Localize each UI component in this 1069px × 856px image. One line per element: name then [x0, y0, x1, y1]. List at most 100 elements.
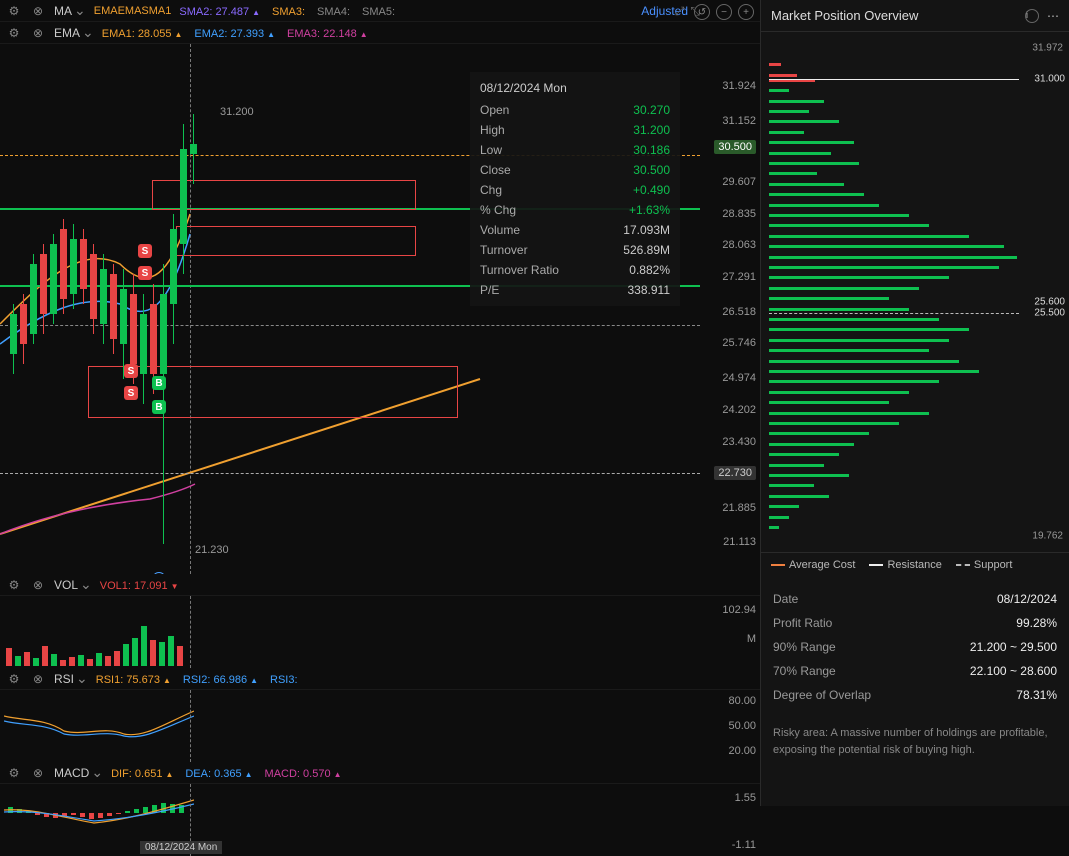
- zoom-in-icon[interactable]: +: [738, 4, 754, 20]
- buy-signal-icon[interactable]: B: [152, 400, 166, 414]
- mp-histogram-bar: [769, 443, 854, 446]
- close-icon[interactable]: ⊗: [30, 765, 46, 781]
- close-icon[interactable]: ⊗: [30, 671, 46, 687]
- volume-chart[interactable]: 102.94 M: [0, 596, 760, 668]
- price-ytick: 31.924: [722, 80, 756, 92]
- ohlc-tooltip: 08/12/2024 Mon Open30.270High31.200Low30…: [470, 72, 680, 306]
- market-position-histogram[interactable]: 31.972 19.762 31.00025.50025.600: [761, 32, 1069, 552]
- ema-sma-sub: EMAEMASMA1: [94, 5, 172, 17]
- rsi-y-axis: 80.00 50.00 20.00: [702, 690, 760, 762]
- horizontal-line[interactable]: [0, 473, 700, 474]
- price-ytick: 21.113: [723, 536, 756, 548]
- market-position-panel: Market Position Overview i ⋯ 31.972 19.7…: [760, 0, 1069, 806]
- mp-histogram-bar: [769, 162, 859, 165]
- mp-histogram-bar: [769, 401, 889, 404]
- mp-histogram-bar: [769, 432, 869, 435]
- mp-histogram-bar: [769, 141, 854, 144]
- rectangle-annotation[interactable]: [176, 226, 416, 256]
- crosshair-vertical: [190, 690, 191, 762]
- volume-bar: [177, 646, 183, 666]
- volume-bar: [87, 659, 93, 666]
- horizontal-line[interactable]: [0, 325, 700, 326]
- sell-signal-icon[interactable]: S: [124, 364, 138, 378]
- indicator-value: VOL1: 17.091: [100, 580, 179, 592]
- gear-icon[interactable]: ⚙: [6, 3, 22, 19]
- legend-support: Support: [956, 559, 1013, 571]
- indicator-value: EMA2: 27.393: [194, 28, 275, 40]
- mp-histogram-bar: [769, 370, 979, 373]
- info-icon[interactable]: i: [1025, 9, 1039, 23]
- price-ytick: 26.518: [722, 306, 756, 318]
- high-price-tag: 31.200: [220, 106, 254, 118]
- indicator-value: DIF: 0.651: [111, 768, 173, 780]
- vol-indicator-bar: ⚙ ⊗ VOL VOL1: 17.091 ⤢⤡: [0, 574, 760, 596]
- sell-signal-icon[interactable]: S: [138, 244, 152, 258]
- rsi-chart[interactable]: 80.00 50.00 20.00: [0, 690, 760, 762]
- price-ytick: 27.291: [722, 271, 756, 283]
- mp-histogram-bar: [769, 505, 799, 508]
- rsi-indicator-bar: ⚙ ⊗ RSI RSI1: 75.673RSI2: 66.986RSI3:: [0, 668, 760, 690]
- macd-lines: [4, 788, 194, 838]
- macd-label[interactable]: MACD: [54, 764, 103, 781]
- indicator-value: SMA4:: [317, 6, 350, 18]
- gear-icon[interactable]: ⚙: [6, 577, 22, 593]
- macd-chart[interactable]: 1.55 -1.11 08/12/2024 Mon: [0, 784, 760, 856]
- mp-histogram-bar: [769, 339, 949, 342]
- mp-histogram-bar: [769, 526, 779, 529]
- legend-resistance: Resistance: [869, 559, 941, 571]
- volume-bar: [132, 638, 138, 666]
- mp-stats-table: Date08/12/2024Profit Ratio99.28%90% Rang…: [761, 577, 1069, 717]
- rsi-lines: [4, 696, 194, 744]
- price-ytick: 23.430: [722, 436, 756, 448]
- close-icon[interactable]: ⊗: [30, 25, 46, 41]
- buy-signal-icon[interactable]: B: [152, 376, 166, 390]
- price-ytick: 31.152: [722, 115, 756, 127]
- resistance-label: 31.000: [1034, 73, 1065, 84]
- rsi-ytick: 80.00: [728, 695, 756, 707]
- mp-histogram-bar: [769, 484, 814, 487]
- mp-stat-row: 70% Range22.100 ~ 28.600: [773, 659, 1057, 683]
- collapse-icon[interactable]: ⤢: [675, 4, 685, 19]
- volume-bar: [33, 658, 39, 666]
- volume-bar: [96, 653, 102, 666]
- price-ytick: 24.974: [722, 372, 756, 384]
- volume-bar: [123, 644, 129, 666]
- gear-icon[interactable]: ⚙: [6, 765, 22, 781]
- gear-icon[interactable]: ⚙: [6, 671, 22, 687]
- ohlc-row: P/E338.911: [480, 280, 670, 300]
- indicator-value: EMA3: 22.148: [287, 28, 368, 40]
- crosshair-vertical: [190, 596, 191, 668]
- support-label: 25.500: [1034, 307, 1065, 318]
- expand-icon[interactable]: ⤡: [690, 4, 700, 19]
- mp-histogram-bar: [769, 224, 929, 227]
- macd-y-axis: 1.55 -1.11: [702, 784, 760, 856]
- mp-histogram-bar: [769, 318, 939, 321]
- mp-histogram-bar: [769, 516, 789, 519]
- volume-bar: [42, 646, 48, 666]
- ohlc-row: Turnover526.89M: [480, 240, 670, 260]
- mp-stat-row: Date08/12/2024: [773, 587, 1057, 611]
- volume-bar: [168, 636, 174, 666]
- sell-signal-icon[interactable]: S: [138, 266, 152, 280]
- event-signal-icon[interactable]: E: [152, 572, 166, 574]
- price-ytick: 21.885: [722, 502, 756, 514]
- mp-stat-row: 90% Range21.200 ~ 29.500: [773, 635, 1057, 659]
- rsi-ytick: 20.00: [728, 745, 756, 757]
- rsi-label[interactable]: RSI: [54, 670, 88, 687]
- rectangle-annotation[interactable]: [152, 180, 416, 210]
- more-icon[interactable]: ⋯: [1047, 9, 1059, 23]
- ema-label[interactable]: EMA: [54, 24, 94, 41]
- close-icon[interactable]: ⊗: [30, 577, 46, 593]
- mp-histogram-bar: [769, 120, 839, 123]
- zoom-out-icon[interactable]: −: [716, 4, 732, 20]
- main-price-chart[interactable]: 31.200 21.230 SSSSBBE 31.92431.15230.500…: [0, 44, 760, 574]
- volume-bar: [24, 652, 30, 666]
- sell-signal-icon[interactable]: S: [124, 386, 138, 400]
- gear-icon[interactable]: ⚙: [6, 25, 22, 41]
- mp-histogram-bar: [769, 152, 831, 155]
- vol-label[interactable]: VOL: [54, 576, 92, 593]
- price-ytick: 22.730: [714, 466, 756, 480]
- vol-y-axis: 102.94 M: [702, 596, 760, 668]
- ma-label[interactable]: MA: [54, 2, 86, 19]
- close-icon[interactable]: ⊗: [30, 3, 46, 19]
